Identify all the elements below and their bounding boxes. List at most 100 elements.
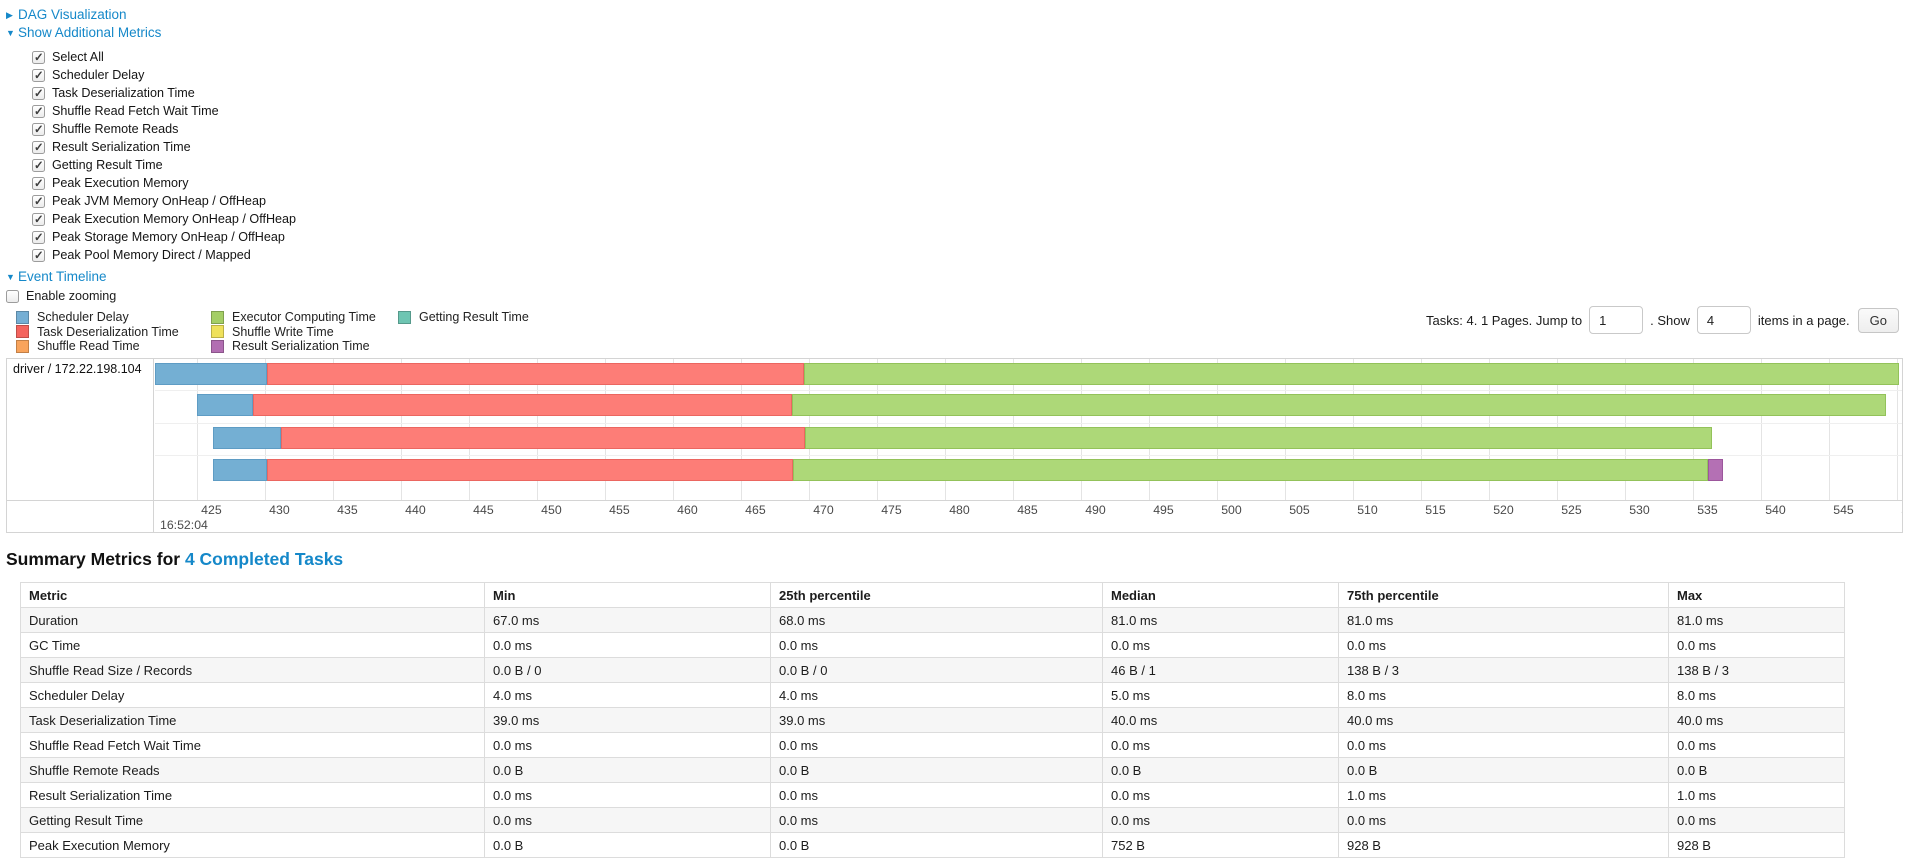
metric-checkbox-label: Shuffle Read Fetch Wait Time <box>52 104 219 118</box>
enable-zooming-checkbox[interactable] <box>6 289 19 303</box>
task-bar-scheduler-delay[interactable] <box>155 363 267 385</box>
task-bar-executor-computing[interactable] <box>805 427 1713 449</box>
legend-item: Shuffle Read Time <box>16 339 179 354</box>
metric-checkbox[interactable] <box>32 122 45 136</box>
task-bar-executor-computing[interactable] <box>803 363 1899 385</box>
metric-value-cell: 4.0 ms <box>770 682 1103 708</box>
metric-value-cell: 5.0 ms <box>1102 682 1339 708</box>
metric-value-cell: 0.0 B <box>770 832 1103 858</box>
metric-checkbox[interactable] <box>32 50 45 64</box>
shuffle-read-swatch-icon <box>16 339 29 353</box>
table-row: Shuffle Remote Reads 0.0 B 0.0 B 0.0 B 0.0 B… <box>20 757 1845 783</box>
axis-tick-label: 515 <box>1425 503 1446 517</box>
metric-checkbox-label: Select All <box>52 50 104 64</box>
table-row: Peak Execution Memory 0.0 B 0.0 B 752 B 928 … <box>20 832 1845 858</box>
axis-tick-label: 545 <box>1833 503 1854 517</box>
items-per-page-input[interactable] <box>1696 306 1751 334</box>
metric-checkbox[interactable] <box>32 230 45 244</box>
axis-tick-label: 510 <box>1357 503 1378 517</box>
metric-value-cell: 40.0 ms <box>1102 707 1339 733</box>
completed-tasks-link[interactable]: 4 Completed Tasks <box>184 549 344 569</box>
timeline-controls-row: Scheduler Delay Task Deserialization Time… <box>6 306 1907 356</box>
metric-value-cell: 138 B / 3 <box>1338 657 1669 683</box>
metric-value-cell: 0.0 B <box>484 757 771 783</box>
axis-tick-label: 520 <box>1493 503 1514 517</box>
column-header: Metric <box>20 582 485 608</box>
metric-value-cell: 0.0 ms <box>1102 782 1339 808</box>
metric-value-cell: 0.0 ms <box>1102 632 1339 658</box>
metric-option: Getting Result Time <box>32 156 1907 174</box>
metric-checkbox-label: Peak Execution Memory <box>52 176 189 190</box>
metric-checkbox-label: Task Deserialization Time <box>52 86 195 100</box>
task-bar-task-deserialization[interactable] <box>266 459 793 481</box>
table-row: Result Serialization Time 0.0 ms 0.0 ms 0.0… <box>20 782 1845 808</box>
legend-column: Executor Computing Time Shuffle Write Tim… <box>211 310 376 354</box>
pagination-show-text: . Show <box>1650 312 1690 328</box>
metric-value-cell: 928 B <box>1668 832 1845 858</box>
metric-value-cell: 68.0 ms <box>770 607 1103 633</box>
task-bar-scheduler-delay[interactable] <box>213 427 282 449</box>
legend-item: Getting Result Time <box>398 310 529 325</box>
metric-checkbox-label: Getting Result Time <box>52 158 163 172</box>
axis-tick-label: 500 <box>1221 503 1242 517</box>
show-additional-metrics-toggle[interactable]: ▼ Show Additional Metrics <box>6 24 1907 42</box>
legend-label: Shuffle Read Time <box>37 339 140 354</box>
metric-value-cell: 0.0 ms <box>770 807 1103 833</box>
enable-zooming-label: Enable zooming <box>26 289 117 303</box>
metric-checkbox[interactable] <box>32 158 45 172</box>
metric-checkbox[interactable] <box>32 212 45 226</box>
gridline <box>1897 359 1899 500</box>
task-bar-scheduler-delay[interactable] <box>213 459 267 481</box>
axis-tick-label: 535 <box>1697 503 1718 517</box>
metric-value-cell: 39.0 ms <box>770 707 1103 733</box>
metric-checkbox[interactable] <box>32 194 45 208</box>
metric-name-cell: Getting Result Time <box>20 807 485 833</box>
task-bar-executor-computing[interactable] <box>792 459 1709 481</box>
timeline-axis-line <box>7 500 1902 501</box>
column-header: Max <box>1668 582 1845 608</box>
event-timeline-toggle[interactable]: ▼ Event Timeline <box>6 268 1907 286</box>
task-bar-executor-computing[interactable] <box>791 394 1887 416</box>
metric-checkbox-label: Peak JVM Memory OnHeap / OffHeap <box>52 194 266 208</box>
metric-checkbox[interactable] <box>32 104 45 118</box>
metric-checkbox[interactable] <box>32 176 45 190</box>
metric-checkbox[interactable] <box>32 140 45 154</box>
metric-name-cell: Duration <box>20 607 485 633</box>
metric-value-cell: 928 B <box>1338 832 1669 858</box>
metric-name-cell: GC Time <box>20 632 485 658</box>
getting-result-swatch-icon <box>398 310 411 324</box>
chevron-right-icon: ▶ <box>6 10 13 20</box>
go-button[interactable]: Go <box>1857 307 1899 333</box>
metric-value-cell: 40.0 ms <box>1338 707 1669 733</box>
metric-option: Shuffle Remote Reads <box>32 120 1907 138</box>
metric-checkbox[interactable] <box>32 86 45 100</box>
task-bar-task-deserialization[interactable] <box>281 427 806 449</box>
row-separator <box>155 422 1902 424</box>
metric-value-cell: 0.0 ms <box>484 782 771 808</box>
metric-checkbox[interactable] <box>32 248 45 262</box>
gridline <box>197 359 199 500</box>
metric-name-cell: Shuffle Remote Reads <box>20 757 485 783</box>
metric-value-cell: 0.0 B <box>1102 757 1339 783</box>
metric-value-cell: 0.0 ms <box>1338 807 1669 833</box>
task-bar-scheduler-delay[interactable] <box>197 394 253 416</box>
legend-item: Task Deserialization Time <box>16 325 179 340</box>
metric-name-cell: Task Deserialization Time <box>20 707 485 733</box>
result-serialization-swatch-icon <box>211 339 224 353</box>
dag-visualization-toggle[interactable]: ▶ DAG Visualization <box>6 6 1907 24</box>
legend-label: Executor Computing Time <box>232 310 376 325</box>
jump-to-page-input[interactable] <box>1589 306 1644 334</box>
column-header: Median <box>1102 582 1339 608</box>
metric-value-cell: 0.0 ms <box>1668 732 1845 758</box>
task-bar-result-serialization[interactable] <box>1708 459 1724 481</box>
metric-value-cell: 0.0 B <box>1668 757 1845 783</box>
axis-tick-label: 480 <box>949 503 970 517</box>
task-bar-task-deserialization[interactable] <box>266 363 804 385</box>
axis-tick-label: 470 <box>813 503 834 517</box>
metric-checkbox-label: Peak Storage Memory OnHeap / OffHeap <box>52 230 285 244</box>
metric-checkbox[interactable] <box>32 68 45 82</box>
task-bar-task-deserialization[interactable] <box>252 394 792 416</box>
metric-checkbox-label: Scheduler Delay <box>52 68 145 82</box>
metric-checkbox-label: Shuffle Remote Reads <box>52 122 179 136</box>
chevron-down-icon: ▼ <box>6 28 15 38</box>
